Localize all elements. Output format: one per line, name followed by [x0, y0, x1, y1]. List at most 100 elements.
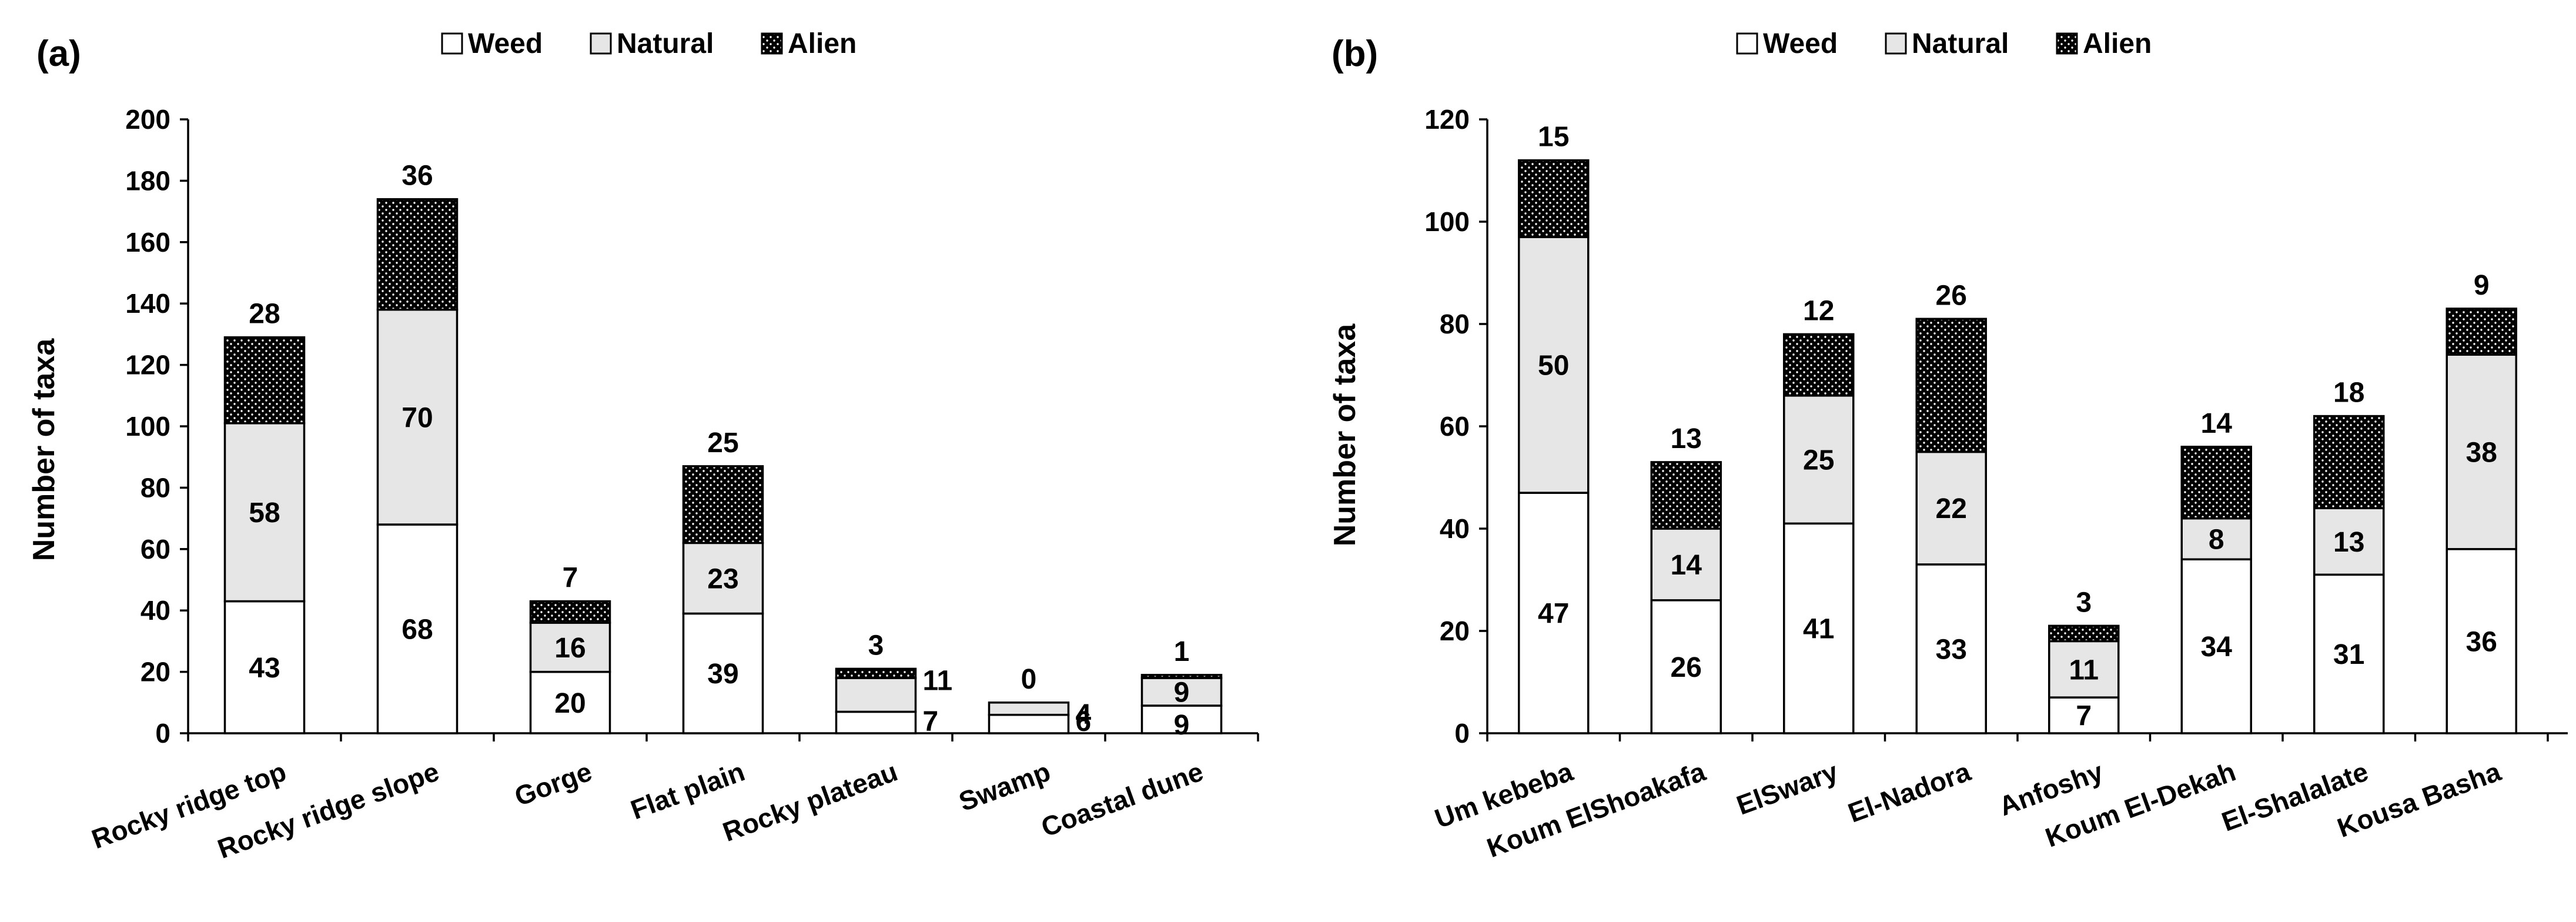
legend-label-weed-a: Weed — [468, 28, 543, 59]
category-label-a: Swamp — [955, 756, 1054, 817]
value-label-weed-b: 36 — [2466, 626, 2497, 657]
y-tick-label-a: 140 — [125, 288, 170, 319]
bar-segment-weed-a — [1140, 704, 1223, 734]
y-tick-label-b: 0 — [1454, 718, 1470, 749]
legend-swatch-alien-b — [2056, 32, 2078, 55]
legend-label-natural-a: Natural — [617, 28, 714, 59]
bar-segment-natural-b — [1915, 450, 1987, 566]
bar-segment-weed-b — [1650, 599, 1722, 734]
value-label-alien-b: 14 — [2201, 408, 2233, 439]
category-label-a: Rocky plateau — [719, 756, 902, 848]
value-label-weed-b: 31 — [2333, 639, 2364, 670]
y-tick-label-a: 180 — [125, 165, 170, 196]
legend-label-weed-b: Weed — [1763, 28, 1838, 59]
y-tick-label-a: 20 — [140, 657, 170, 687]
bar-segment-alien-a — [1140, 674, 1223, 679]
y-tick-label-a: 0 — [155, 718, 170, 749]
panel-label-b: (b) — [1332, 34, 1378, 74]
bar-segment-natural-a — [223, 422, 306, 603]
bar-segment-natural-a — [988, 701, 1070, 716]
value-label-natural-b: 38 — [2466, 437, 2497, 469]
y-axis-label-a: Number of taxa — [27, 338, 61, 562]
value-label-weed-b: 26 — [1671, 652, 1702, 683]
y-tick-label-b: 120 — [1424, 104, 1470, 135]
bar-segment-weed-a — [835, 710, 917, 734]
bar-segment-alien-b — [1518, 159, 1590, 238]
value-label-alien-b: 12 — [1803, 295, 1834, 326]
value-label-natural-b: 8 — [2209, 524, 2224, 555]
legend-swatch-weed-b — [1736, 32, 1758, 55]
panel-label-a: (a) — [36, 34, 81, 74]
y-tick-label-b: 40 — [1440, 513, 1470, 544]
value-label-natural-b: 22 — [1936, 493, 1967, 525]
value-label-alien-b: 15 — [1538, 122, 1569, 153]
value-label-weed-a: 7 — [923, 706, 939, 737]
bar-segment-weed-b — [2445, 548, 2517, 734]
bar-segment-alien-a — [529, 600, 611, 624]
value-label-natural-a: 23 — [707, 563, 738, 594]
legend-swatch-natural-a — [590, 32, 612, 55]
y-tick-label-b: 80 — [1440, 309, 1470, 339]
bar-segment-natural-b — [1518, 236, 1590, 494]
value-label-alien-a: 1 — [1174, 636, 1190, 667]
value-label-natural-b: 50 — [1538, 350, 1569, 382]
value-label-alien-b: 9 — [2474, 270, 2490, 301]
legend-a: Weed Natural Alien — [441, 28, 857, 59]
y-tick-label-a: 200 — [125, 104, 170, 135]
value-label-alien-a: 7 — [563, 563, 578, 594]
bar-segment-natural-b — [1783, 395, 1855, 525]
y-axis-label-b: Number of taxa — [1328, 323, 1362, 547]
bar-segment-weed-b — [1783, 522, 1855, 734]
legend-label-alien-b: Alien — [2083, 28, 2152, 59]
value-label-natural-a: 11 — [923, 665, 953, 696]
y-tick-label-a: 40 — [140, 595, 170, 626]
y-tick-label-a: 80 — [140, 472, 170, 503]
category-label-b: Koum ElShoakafa — [1483, 756, 1709, 863]
bar-segment-alien-b — [1783, 333, 1855, 397]
value-label-alien-b: 3 — [2076, 587, 2092, 618]
bar-segment-weed-b — [2180, 558, 2252, 734]
category-label-b: ElSwary — [1732, 756, 1842, 820]
value-label-weed-a: 6 — [1076, 706, 1092, 737]
bar-segment-natural-b — [2180, 517, 2252, 560]
bar-segment-alien-b — [2048, 624, 2120, 643]
bar-segment-natural-a — [529, 622, 611, 673]
value-label-natural-a: 9 — [1174, 677, 1190, 709]
value-label-natural-b: 14 — [1671, 550, 1702, 581]
value-label-alien-b: 26 — [1936, 280, 1967, 311]
value-label-alien-a: 3 — [868, 630, 884, 661]
bar-segment-weed-a — [682, 612, 764, 734]
bar-segment-weed-b — [1915, 563, 1987, 734]
y-tick-label-a: 100 — [125, 411, 170, 442]
bar-segment-alien-b — [2313, 415, 2385, 509]
bar-segment-natural-a — [1140, 677, 1223, 707]
y-tick-label-b: 20 — [1440, 616, 1470, 646]
panel-b: (b) Weed Natural Alien Number of taxa 0 2… — [1328, 28, 2568, 863]
bar-segment-alien-b — [1650, 461, 1722, 530]
bar-segment-alien-a — [835, 667, 917, 679]
legend-label-alien-a: Alien — [788, 28, 857, 59]
value-label-natural-b: 25 — [1803, 445, 1834, 476]
value-label-alien-b: 18 — [2333, 378, 2364, 409]
legend-swatch-weed-a — [441, 32, 463, 55]
bar-segment-alien-b — [2445, 308, 2517, 356]
panel-a: (a) Weed Natural Alien Number of taxa 0 2… — [27, 28, 1259, 864]
bar-segment-alien-a — [376, 198, 459, 311]
value-label-alien-a: 28 — [249, 299, 280, 330]
y-tick-label-b: 60 — [1440, 411, 1470, 442]
value-label-natural-a: 16 — [554, 633, 586, 664]
value-label-natural-a: 4 — [1076, 699, 1092, 730]
y-tick-label-a: 60 — [140, 534, 170, 564]
category-label-b: El-Nadora — [1844, 756, 1975, 828]
value-label-natural-a: 70 — [402, 402, 433, 433]
value-label-natural-a: 58 — [249, 497, 280, 529]
value-label-weed-a: 20 — [554, 688, 586, 719]
bar-segment-alien-b — [2180, 446, 2252, 520]
value-label-alien-b: 13 — [1671, 423, 1702, 455]
legend-label-natural-b: Natural — [1912, 28, 2009, 59]
bar-segment-alien-a — [223, 336, 306, 425]
y-tick-label-a: 120 — [125, 350, 170, 380]
bar-segment-alien-b — [1915, 318, 1987, 453]
category-label-a: Gorge — [510, 756, 596, 812]
